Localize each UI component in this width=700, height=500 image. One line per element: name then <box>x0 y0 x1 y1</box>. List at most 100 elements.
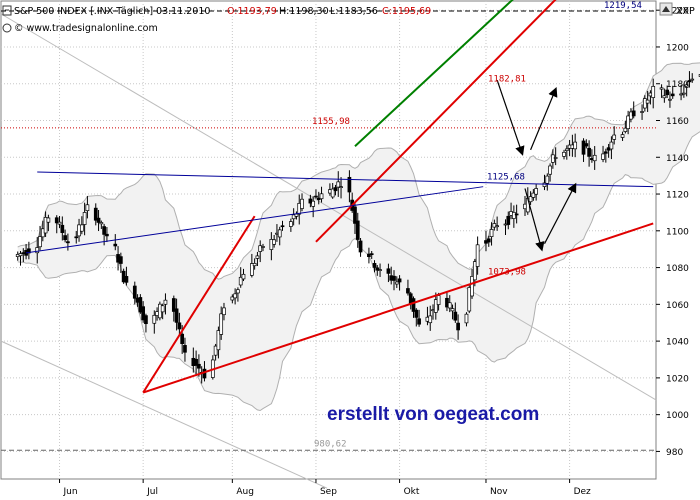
candle-body <box>261 246 265 248</box>
candle-body <box>640 111 644 113</box>
candle-body <box>514 213 519 216</box>
candle-body <box>668 98 672 101</box>
open-label: O:1193,79 <box>227 6 277 17</box>
candle-body <box>690 78 695 81</box>
source-icon <box>2 23 12 33</box>
candle-body <box>258 245 263 252</box>
candle-body <box>300 198 304 209</box>
candle-body <box>464 313 469 324</box>
candle-body <box>241 273 246 280</box>
candle-body <box>230 296 235 301</box>
y-tick-label: 1000 <box>666 411 689 421</box>
price-label: 980,62 <box>314 439 347 449</box>
price-labels: 1219,54 1182,81 1155,98 1125,68 1073,98 980,6… <box>312 1 642 449</box>
price-label: 1155,98 <box>312 117 350 127</box>
candle-body <box>456 322 460 331</box>
candle-body <box>631 110 636 117</box>
candle-body <box>564 148 569 151</box>
candle-body <box>174 308 179 323</box>
candle-body <box>43 217 48 234</box>
candle-body <box>453 311 458 321</box>
y-tick-label: 1140 <box>666 154 689 164</box>
candle-body <box>573 141 578 150</box>
candle-body <box>378 269 382 271</box>
candle-body <box>470 276 474 297</box>
candle-body <box>333 187 338 192</box>
candle-body <box>152 314 157 324</box>
candle-body <box>679 93 683 96</box>
y-tick-label: 1160 <box>666 117 689 127</box>
candle-body <box>626 115 630 130</box>
candle-body <box>367 253 371 258</box>
candle-body <box>238 276 243 286</box>
candle-body <box>314 195 318 198</box>
candle-body <box>620 134 625 138</box>
candle-body <box>177 322 182 330</box>
candle-body <box>18 253 23 257</box>
candle-body <box>222 307 226 316</box>
x-tick-label: Nov <box>490 487 508 497</box>
candle-body <box>562 151 566 157</box>
price-axis: 980 1000 1020 1040 1060 1080 1100 1120 1140 1160 1… <box>656 7 689 458</box>
candle-body <box>528 196 533 203</box>
candle-body <box>417 318 421 325</box>
candle-body <box>601 153 605 160</box>
candle-body <box>372 263 377 268</box>
trendline-support-uptrend <box>142 222 654 394</box>
candle-body <box>472 261 477 281</box>
candle-body <box>272 239 276 245</box>
candle-body <box>144 315 148 325</box>
candle-body <box>587 147 591 157</box>
high-label: H:1198,30 <box>279 6 329 17</box>
symbol-label: S&P 500 INDEX [.INX Täglich] 03.11.2010 <box>14 6 210 17</box>
trendline-channel-lower <box>315 0 557 243</box>
channel-line-upper <box>0 13 657 401</box>
candle-body <box>603 151 608 154</box>
symbol-icon[interactable] <box>2 5 12 16</box>
candle-body <box>665 89 669 96</box>
candle-body <box>339 186 343 189</box>
candle-body <box>397 278 402 283</box>
price-label: 1125,68 <box>487 173 525 183</box>
candle-body <box>486 238 491 243</box>
y-tick-label: 1080 <box>666 264 689 274</box>
candle-body <box>467 287 472 312</box>
price-label: 1182,81 <box>488 75 526 85</box>
candle-body <box>194 358 198 366</box>
x-tick-label: Dez <box>574 487 591 497</box>
x-tick-label: Aug <box>236 487 254 497</box>
time-axis: Jun Jul Aug Sep Okt Nov Dez <box>59 479 591 497</box>
candle-body <box>495 225 499 228</box>
candle-body <box>684 84 689 88</box>
y-tick-label: 1180 <box>666 80 689 90</box>
candle-body <box>236 289 240 294</box>
projection-arrow <box>543 182 577 244</box>
candle-body <box>252 263 257 267</box>
candle-body <box>531 192 536 198</box>
projection-arrow <box>530 87 558 151</box>
candle-body <box>433 299 438 313</box>
candle-body <box>662 95 667 99</box>
candle-body <box>38 236 42 248</box>
y-tick-label: 1200 <box>666 43 689 53</box>
candle-body <box>93 207 98 221</box>
candle-body <box>319 193 324 200</box>
scroll-up-icon[interactable] <box>659 2 673 16</box>
candle-body <box>534 188 538 195</box>
candle-body <box>163 299 168 305</box>
candle-body <box>475 244 480 267</box>
candle-body <box>54 217 59 224</box>
y-tick-label: 980 <box>666 448 683 458</box>
candle-body <box>506 215 511 225</box>
candle-body <box>651 85 656 98</box>
candle-body <box>57 221 62 225</box>
candle-body <box>336 181 341 188</box>
x-tick-label: Jun <box>63 487 78 497</box>
candle-body <box>60 224 65 233</box>
trendline-channel-upper <box>354 0 514 147</box>
candle-body <box>612 134 617 140</box>
trendline-moving-average <box>26 186 484 254</box>
bollinger-upper-line <box>17 62 700 280</box>
